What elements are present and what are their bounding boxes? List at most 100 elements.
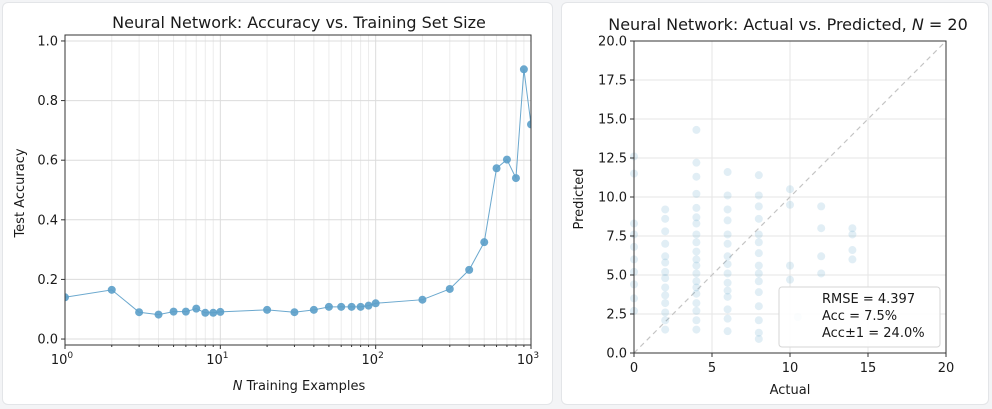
data-point [723, 205, 732, 214]
data-point [754, 238, 763, 247]
y-tick-label: 10.0 [598, 191, 627, 206]
data-point [661, 227, 670, 236]
data-point [692, 247, 701, 256]
data-point [723, 239, 732, 248]
data-point [786, 200, 794, 209]
data-point [661, 267, 670, 276]
data-point [754, 171, 763, 180]
data-point [817, 269, 826, 278]
y-tick-label: 7.5 [606, 230, 627, 245]
data-point [492, 164, 501, 173]
x-axis-label: N Training Examples [233, 379, 366, 394]
y-tick-label: 0.4 [37, 213, 58, 228]
data-point [169, 307, 178, 316]
data-point [723, 327, 732, 336]
data-point [723, 260, 732, 269]
data-point [692, 125, 701, 134]
data-point [754, 214, 763, 223]
data-point [723, 168, 732, 177]
data-point [723, 216, 732, 225]
data-point [661, 239, 670, 248]
data-point [418, 295, 427, 304]
data-point [465, 265, 474, 274]
y-tick-label: 15.0 [598, 113, 627, 128]
data-point [661, 205, 670, 214]
data-point [263, 305, 272, 314]
y-tick-label: 0.2 [37, 273, 58, 288]
chart-title: Neural Network: Accuracy vs. Training Se… [112, 13, 486, 32]
data-point [107, 285, 116, 294]
y-axis-label: Test Accuracy [13, 148, 28, 238]
points [630, 125, 857, 343]
data-point [692, 277, 701, 286]
data-point [723, 278, 732, 287]
data-point [661, 252, 670, 261]
data-point [754, 316, 763, 325]
x-tick-label: 20 [938, 361, 955, 376]
x-axis-label: Actual [770, 383, 811, 398]
data-point [661, 291, 670, 300]
data-point [754, 202, 763, 211]
data-point [692, 189, 701, 198]
y-tick-label: 0.6 [37, 154, 58, 169]
data-point [754, 249, 763, 258]
x-tick-label: 5 [708, 361, 716, 376]
data-point [502, 155, 511, 164]
y-tick-label: 2.5 [606, 308, 627, 323]
data-point [511, 174, 520, 183]
y-tick-label: 0.8 [37, 94, 58, 109]
y-tick-label: 5.0 [606, 269, 627, 284]
data-point [848, 246, 857, 255]
accuracy-chart: 100 101 102 103 0.0 0.2 0.4 0.6 0.8 1.0 Neural Ne… [13, 13, 539, 394]
data-point [661, 274, 670, 283]
data-point [692, 325, 701, 334]
data-point [754, 328, 763, 337]
data-point [817, 224, 826, 233]
data-point [371, 299, 380, 308]
data-point [527, 120, 531, 129]
data-point [692, 316, 701, 325]
tick-labels: 0 5 10 15 20 0.0 2.5 5.0 7.5 10.0 12.5 15.0 17.5 20.0 [598, 35, 954, 377]
data-point [661, 258, 670, 267]
data-point [692, 213, 701, 222]
data-point [65, 293, 69, 302]
accuracy-chart-panel: 100 101 102 103 0.0 0.2 0.4 0.6 0.8 1.0 Neural Ne… [2, 2, 553, 405]
data-point [786, 185, 794, 194]
x-tick-label: 0 [630, 361, 638, 376]
data-point [661, 214, 670, 223]
data-point [445, 284, 454, 293]
data-point [661, 299, 670, 308]
data-point [848, 255, 857, 264]
data-point [848, 224, 857, 233]
data-point [692, 172, 701, 181]
data-point [723, 314, 732, 323]
series [65, 65, 531, 319]
y-tick-label: 17.5 [598, 74, 627, 89]
data-point [754, 302, 763, 311]
y-tick-label: 20.0 [598, 35, 627, 50]
plot-frame [64, 34, 532, 346]
legend-acc-within-one: Acc±1 = 24.0% [822, 326, 925, 341]
data-point [661, 308, 670, 317]
data-point [754, 269, 763, 278]
data-point [786, 261, 794, 270]
data-point [192, 304, 201, 313]
data-point [692, 299, 701, 308]
data-point [692, 283, 701, 292]
data-point [216, 307, 225, 316]
legend-box [778, 286, 941, 348]
x-tick-label: 10 [782, 361, 799, 376]
data-point [723, 252, 732, 261]
data-point [692, 238, 701, 247]
data-point [692, 306, 701, 315]
data-point [723, 269, 732, 278]
data-point [817, 202, 826, 211]
data-point [754, 334, 763, 343]
x-tick-label: 15 [860, 361, 877, 376]
data-point [661, 283, 670, 292]
data-point [692, 203, 701, 212]
data-point [692, 158, 701, 167]
data-point [754, 191, 763, 200]
identity-line [633, 40, 947, 354]
y-axis-label: Predicted [572, 168, 587, 229]
